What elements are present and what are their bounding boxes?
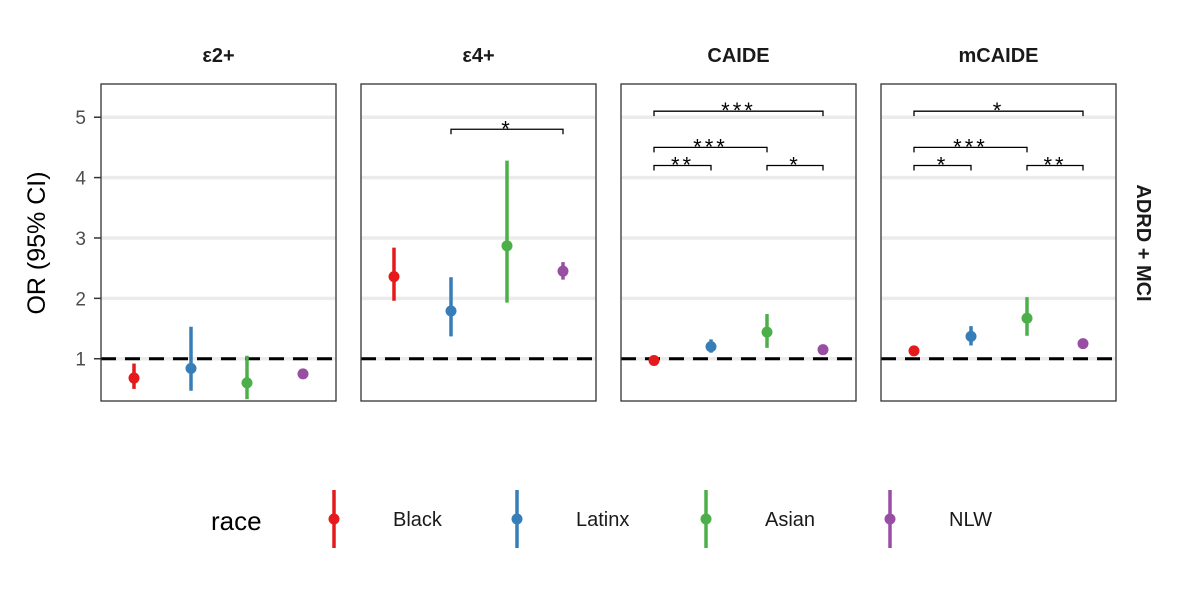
y-tick-label: 5 xyxy=(75,108,86,129)
data-point xyxy=(705,341,717,353)
significance-label: * xyxy=(501,116,513,141)
legend-entry-label: Asian xyxy=(765,509,815,531)
facet-panel: ε2+ xyxy=(100,45,337,402)
panel-border xyxy=(100,83,337,402)
significance-label: ** xyxy=(671,153,694,178)
legend-entry-label: NLW xyxy=(949,509,992,531)
data-point xyxy=(445,305,457,317)
facet-title: mCAIDE xyxy=(958,45,1038,67)
y-tick-label: 1 xyxy=(75,350,86,371)
significance-label: * xyxy=(789,153,801,178)
data-point xyxy=(1077,338,1089,350)
y-tick-label: 3 xyxy=(75,229,86,250)
significance-bracket xyxy=(653,146,768,153)
y-axis: 1 2 3 4 5 xyxy=(75,108,101,371)
row-strip-label: ADRD + MCI xyxy=(1132,184,1154,301)
data-point xyxy=(297,368,309,380)
facet-panels: ε2+ ε4+*CAIDE*********mCAIDE******* xyxy=(100,45,1117,402)
significance-bracket xyxy=(1026,164,1084,171)
legend-key-point xyxy=(511,513,523,525)
significance-bracket xyxy=(653,110,824,117)
significance-bracket xyxy=(913,146,1028,153)
legend-key-point xyxy=(884,513,896,525)
significance-label: ** xyxy=(1043,153,1066,178)
legend: race Black Latinx Asian NLW xyxy=(211,490,992,548)
facet-title: ε4+ xyxy=(462,45,494,67)
facet-title: ε2+ xyxy=(202,45,234,67)
legend-entry-label: Latinx xyxy=(576,509,629,531)
panel-border xyxy=(360,83,597,402)
panel-border xyxy=(620,83,857,402)
data-point xyxy=(501,240,513,252)
y-tick-label: 4 xyxy=(75,169,86,190)
legend-key-point xyxy=(700,513,712,525)
facet-panel: mCAIDE******* xyxy=(880,45,1117,402)
significance-bracket xyxy=(913,110,1084,117)
significance-bracket xyxy=(450,128,564,135)
data-point xyxy=(761,326,773,338)
facet-panel: CAIDE********* xyxy=(620,45,857,402)
legend-key-point xyxy=(328,513,340,525)
significance-label: *** xyxy=(693,134,728,159)
significance-bracket xyxy=(913,164,972,171)
data-point xyxy=(817,344,829,356)
data-point xyxy=(1021,312,1033,324)
significance-label: *** xyxy=(721,98,756,123)
significance-bracket xyxy=(653,164,712,171)
y-axis-label: OR (95% CI) xyxy=(23,171,51,314)
legend-entry-label: Black xyxy=(393,509,443,531)
y-tick-label: 2 xyxy=(75,289,86,310)
facet-panel: ε4+ * xyxy=(360,45,597,402)
panel-border xyxy=(880,83,1117,402)
legend-title: race xyxy=(211,506,262,536)
data-point xyxy=(908,345,920,357)
significance-bracket xyxy=(766,164,824,171)
data-point xyxy=(388,271,400,283)
data-point xyxy=(185,362,197,374)
data-point xyxy=(965,330,977,342)
data-point xyxy=(128,372,140,384)
significance-label: * xyxy=(937,153,949,178)
significance-label: *** xyxy=(953,134,988,159)
facet-title: CAIDE xyxy=(707,45,769,67)
data-point xyxy=(557,265,569,277)
data-point xyxy=(648,355,660,367)
significance-label: * xyxy=(993,98,1005,123)
data-point xyxy=(241,377,253,389)
